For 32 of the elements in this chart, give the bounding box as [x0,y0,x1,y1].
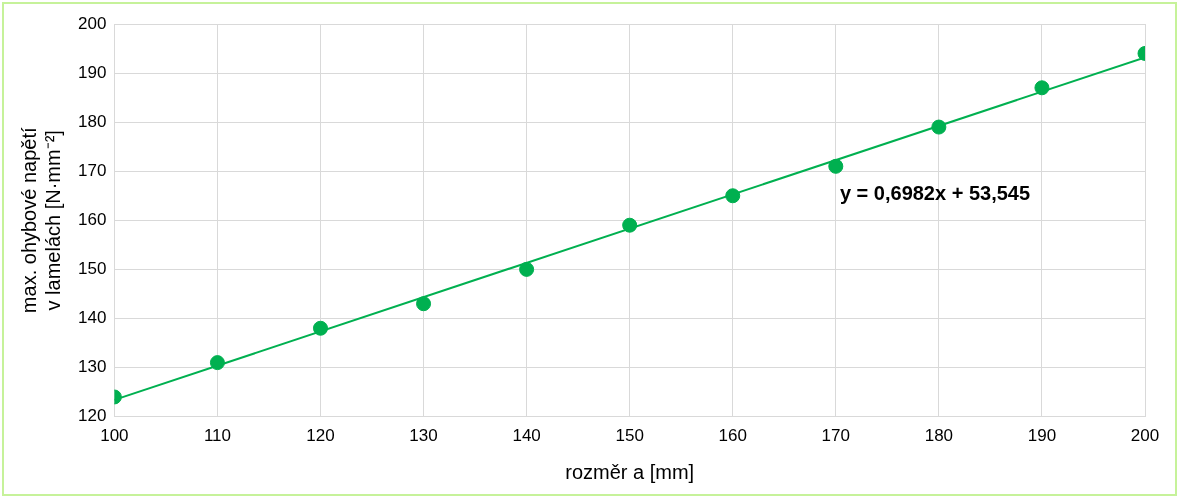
point [519,261,535,277]
x-tick-label: 180 [924,426,954,446]
y-tick-label: 140 [77,308,107,328]
annotation: y = 0,6982x + 53,545 [839,181,1031,204]
point [931,119,947,135]
x-tick-label: 100 [100,426,129,446]
x-tick-label: 190 [1027,426,1057,446]
point [1034,80,1050,96]
x-tick-label: 140 [512,426,541,446]
point [312,320,328,336]
y-tick-label: 130 [77,357,107,377]
x-tick-label: 200 [1130,426,1160,446]
y-tick-label: 180 [77,111,107,131]
point [209,355,225,371]
x-tick-label: 150 [615,426,644,446]
y-tick-label: 190 [77,62,107,82]
y-tick-label: 170 [77,160,107,180]
point [828,158,844,174]
x-tick-label: 120 [306,426,335,446]
x-tick-label: 170 [821,426,850,446]
point [622,217,638,233]
x-axis-title: rozměr a [mm] [565,460,695,483]
y-axis-title: max. ohybové napětí v lamelách [N·mm⁻²] [17,127,64,314]
x-tick-label: 130 [409,426,438,446]
y-tick-label: 150 [77,259,107,279]
point [725,188,741,204]
x-tick-label: 160 [718,426,747,446]
point [416,296,432,312]
y-tick-label: 120 [77,406,107,426]
x-tick-label: 110 [203,426,231,446]
y-tick-label: 200 [77,13,107,33]
y-tick-label: 160 [77,209,107,229]
